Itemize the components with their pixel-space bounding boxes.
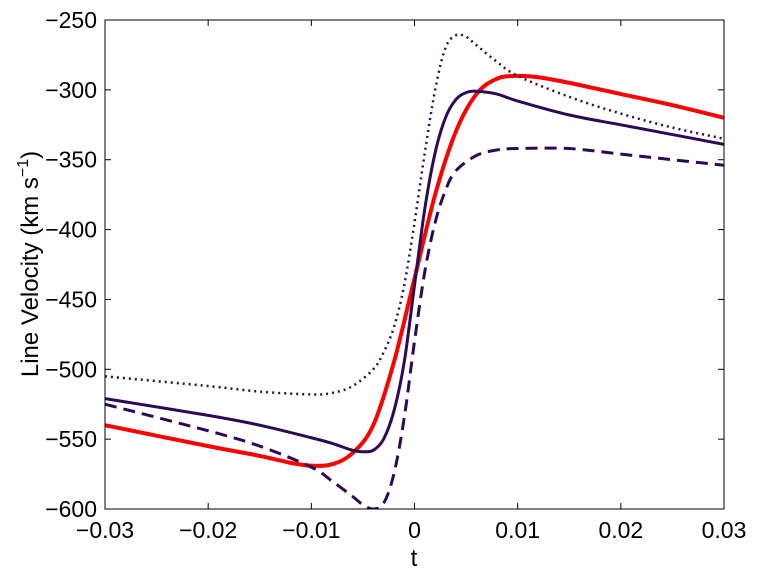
x-tick-label: 0 [408, 517, 421, 543]
y-axis-title-main: Line Velocity (km s [17, 177, 44, 377]
y-tick-label: −450 [45, 286, 97, 312]
y-tick-label: −550 [45, 426, 97, 452]
y-axis-title-close: ) [17, 151, 44, 159]
ticks-layer [104, 19, 725, 510]
tick-labels: −0.03 −0.02 −0.01 0 0.01 0.02 0.03 −600 −550 −500… [45, 7, 746, 543]
series-line-solid-1 [105, 89, 724, 454]
y-tick-label: −600 [45, 496, 97, 522]
y-axis-title: Line Velocity (km s−1) [15, 151, 44, 377]
x-tick-label: −0.03 [76, 517, 134, 543]
x-axis-title: t [411, 545, 418, 572]
x-tick-label: −0.02 [179, 517, 237, 543]
y-tick-label: −250 [45, 7, 97, 33]
x-tick-label: −0.01 [282, 517, 340, 543]
series-line-dashed-2 [105, 146, 724, 509]
series-line-dotted-3 [105, 33, 724, 396]
x-tick-label: 0.01 [495, 517, 540, 543]
series-layer [105, 33, 724, 509]
x-tick-label: 0.02 [598, 517, 643, 543]
y-tick-label: −400 [45, 217, 97, 243]
y-tick-label: −500 [45, 356, 97, 382]
x-tick-label: 0.03 [702, 517, 747, 543]
y-tick-label: −300 [45, 77, 97, 103]
y-axis-title-superscript: −1 [15, 159, 32, 177]
y-tick-label: −350 [45, 147, 97, 173]
plot-area [105, 20, 724, 509]
